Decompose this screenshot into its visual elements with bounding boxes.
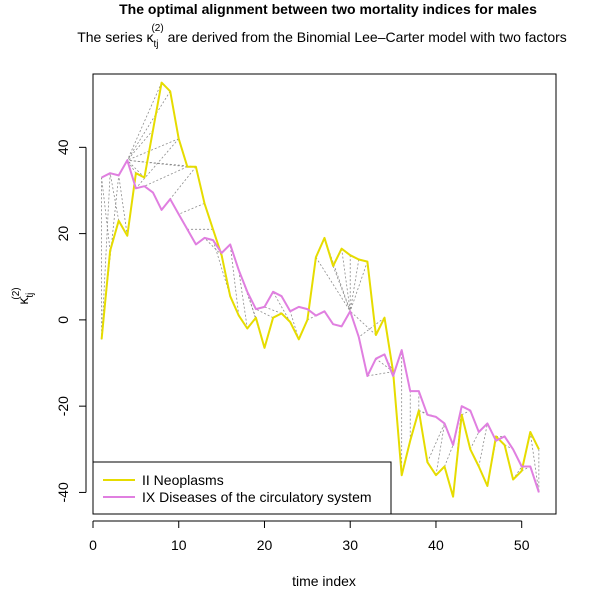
alignment-line-7	[127, 159, 145, 178]
legend: II Neoplasms IX Diseases of the circulat…	[92, 461, 392, 515]
x-tick-label-5: 50	[514, 537, 530, 553]
alignment-line-58	[504, 444, 514, 450]
alignment-line-37	[349, 261, 368, 312]
alignment-line-11	[127, 138, 179, 161]
alignment-line-30	[307, 315, 317, 321]
alignment-line-27	[264, 306, 282, 314]
alignment-line-54	[469, 431, 480, 450]
x-tick-label-0: 0	[89, 537, 97, 553]
y-tick-label-4: 40	[55, 139, 71, 155]
legend-label-neoplasms: II Neoplasms	[142, 472, 224, 488]
series-line-1	[101, 159, 540, 493]
alignment-line-41	[375, 358, 394, 372]
x-tick-label-4: 40	[428, 537, 444, 553]
subtitle-prefix: The series	[77, 29, 146, 45]
alignment-lines	[101, 82, 540, 497]
subtitle-kappa-superscript: (2)	[151, 23, 163, 34]
alignment-line-2	[101, 175, 120, 340]
alignment-line-39	[358, 317, 385, 338]
y-axis-label: κtj(2)	[11, 287, 36, 304]
subtitle-suffix: are derived from the Binomial Lee–Carter…	[164, 29, 567, 45]
alignment-line-38	[349, 310, 377, 336]
series-line-0	[100, 81, 540, 498]
y-label-kappa-symbol: κ	[15, 297, 31, 305]
alignment-line-14	[135, 138, 180, 189]
y-axis: -40 -20 0 20 40	[55, 139, 87, 503]
subtitle-kappa-subscript: tj	[153, 39, 158, 50]
x-axis: 0 10 20 30 40 50	[89, 520, 530, 553]
y-label-kappa-subscript: tj	[25, 293, 36, 298]
alignment-line-17	[178, 203, 205, 215]
chart-title: The optimal alignment between two mortal…	[119, 1, 537, 17]
legend-box	[92, 461, 392, 515]
alignment-line-31	[315, 257, 351, 312]
alignment-line-50	[435, 423, 445, 476]
alignment-line-4	[109, 173, 120, 221]
subtitle-kappa-symbol: κ	[146, 29, 154, 45]
legend-label-circulatory: IX Diseases of the circulatory system	[142, 489, 372, 505]
alignment-line-59	[512, 466, 523, 480]
plot-frame	[92, 73, 557, 515]
alignment-line-60	[521, 466, 531, 472]
alignment-line-3	[101, 177, 111, 251]
alignment-line-9	[126, 82, 162, 161]
alignment-line-53	[461, 410, 471, 416]
y-label-kappa-superscript: (2)	[11, 287, 22, 299]
x-tick-label-1: 10	[171, 537, 187, 553]
alignment-line-13	[127, 159, 196, 168]
alignment-line-28	[272, 291, 291, 323]
alignment-line-55	[478, 423, 488, 467]
alignment-line-19	[204, 237, 222, 256]
y-tick-label-0: -40	[55, 482, 71, 502]
alignment-line-26	[255, 308, 274, 319]
alignment-line-34	[341, 248, 351, 312]
x-axis-label: time index	[292, 573, 356, 589]
alignment-line-10	[126, 91, 171, 161]
alignment-line-33	[332, 265, 351, 312]
alignment-line-49	[427, 423, 445, 463]
y-tick-label-2: 0	[55, 316, 71, 324]
y-tick-label-1: -20	[55, 396, 71, 416]
alignment-line-15	[144, 166, 188, 187]
y-tick-label-3: 20	[55, 226, 71, 242]
chart-subtitle: The series κtj (2) are derived from the B…	[77, 23, 567, 50]
alignment-line-23	[238, 270, 248, 329]
x-tick-label-2: 20	[257, 537, 273, 553]
alignment-line-40	[367, 371, 394, 377]
alignment-line-51	[444, 444, 454, 467]
alignment-line-8	[126, 129, 154, 161]
x-tick-label-3: 30	[342, 537, 358, 553]
data-series	[100, 81, 540, 498]
alignment-line-36	[349, 259, 360, 312]
